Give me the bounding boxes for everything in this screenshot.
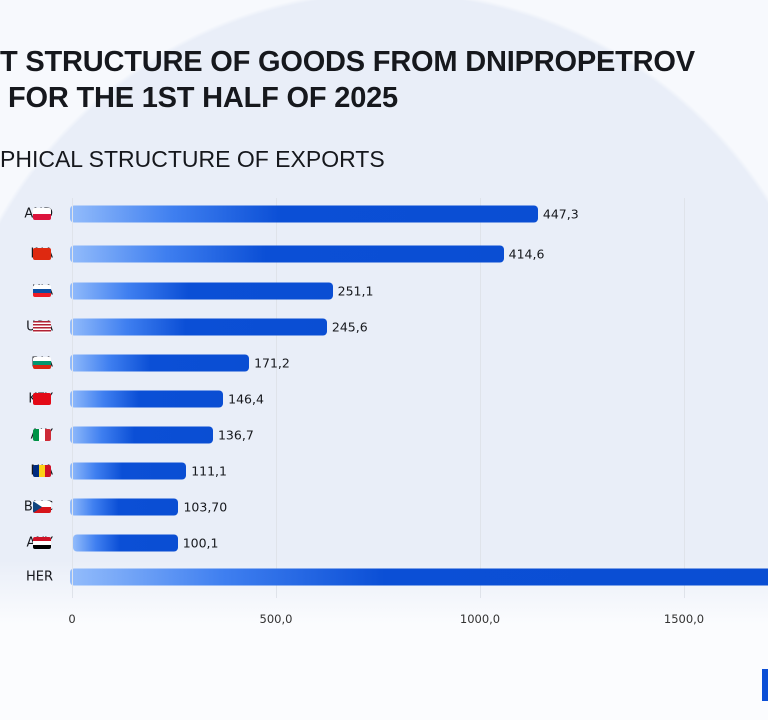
x-tick-label: 1000,0 xyxy=(459,612,501,626)
y-axis-line xyxy=(72,198,73,598)
chart-title-line1: T STRUCTURE OF GOODS FROM DNIPROPETROV xyxy=(0,46,695,78)
flag-turkey-icon xyxy=(33,393,51,405)
chart-title-line2-text: FOR THE 1ST HALF OF 2025 xyxy=(8,82,398,114)
value-label: 136,7 xyxy=(217,427,254,443)
value-label: 414,6 xyxy=(508,246,545,262)
value-label: 245,6 xyxy=(331,319,368,335)
value-label: 100,1 xyxy=(182,535,219,551)
chart-title-line2: FOR THE 1ST HALF OF 2025 xyxy=(0,82,398,115)
x-tick-label: 1500,0 xyxy=(663,612,705,626)
bar xyxy=(70,498,179,516)
flag-romania-icon xyxy=(33,465,51,477)
bar xyxy=(73,534,178,552)
value-label: 171,2 xyxy=(254,355,290,371)
bar xyxy=(70,354,250,372)
x-tick-label: 500,0 xyxy=(259,612,293,626)
bar xyxy=(70,245,504,263)
category-label: HER xyxy=(25,569,53,585)
flag-bulgaria-icon xyxy=(33,357,51,369)
gridline xyxy=(276,198,277,598)
bar xyxy=(70,426,213,444)
flag-usa-icon xyxy=(33,321,51,333)
chart-subtitle: PHICAL STRUCTURE OF EXPORTS xyxy=(0,146,385,172)
bar xyxy=(70,462,187,480)
flag-china-icon xyxy=(33,248,51,260)
bar xyxy=(70,318,327,336)
background-fade xyxy=(0,560,768,720)
bar xyxy=(70,282,333,300)
flag-italy-icon xyxy=(33,429,51,441)
bar xyxy=(70,390,224,408)
value-label: 111,1 xyxy=(191,463,227,479)
flag-egypt-icon xyxy=(33,537,51,549)
bar xyxy=(70,205,538,223)
flag-slovakia-icon xyxy=(33,285,51,297)
flag-triangle xyxy=(33,501,42,513)
gridline xyxy=(684,198,685,598)
gridline xyxy=(480,198,481,598)
flag-czech-icon xyxy=(33,501,51,513)
flag-poland-icon xyxy=(33,208,51,220)
value-label: 251,1 xyxy=(337,283,374,299)
value-label: 103,70 xyxy=(183,499,228,515)
brand-badge xyxy=(762,669,768,701)
value-label: 447,3 xyxy=(542,206,579,222)
bar xyxy=(70,568,768,586)
value-label: 146,4 xyxy=(228,391,264,407)
x-tick-label: 0 xyxy=(68,612,76,626)
